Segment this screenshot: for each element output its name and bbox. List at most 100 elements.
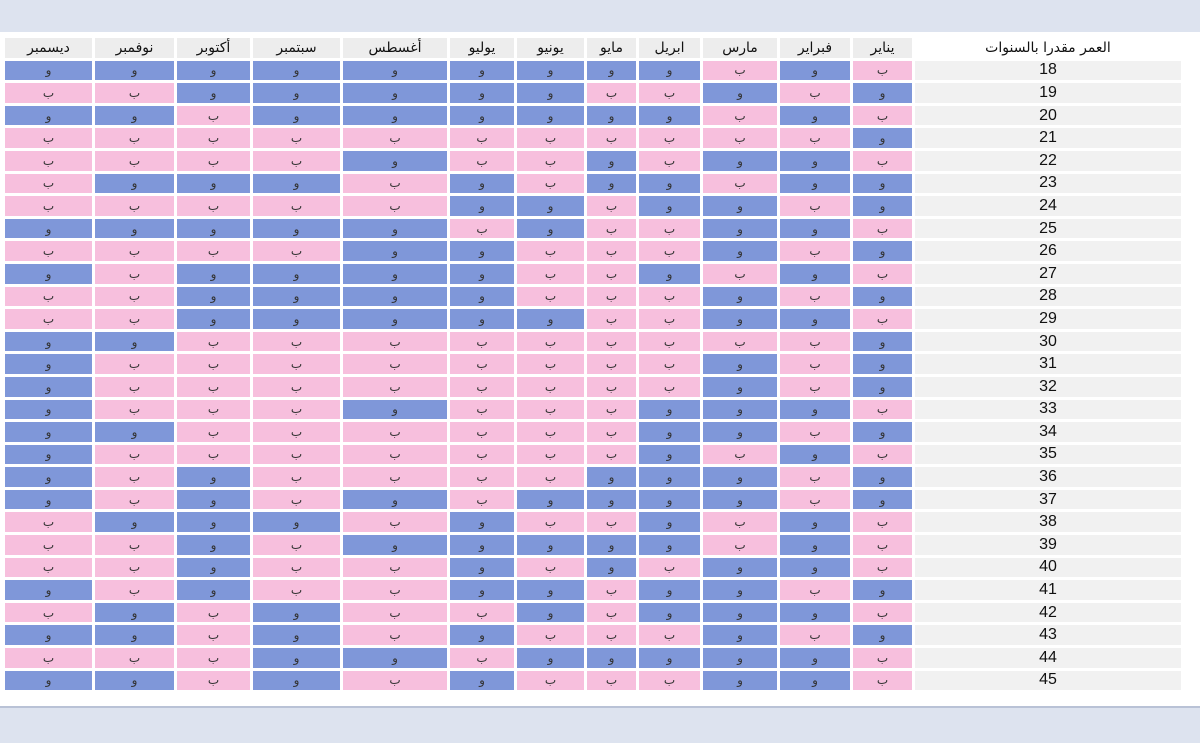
month-cell: و — [853, 331, 912, 352]
month-cell: و — [5, 354, 92, 374]
month-cell: ب — [343, 331, 447, 352]
month-cell: ب — [343, 376, 447, 397]
month-cell: ب — [517, 422, 584, 442]
age-cell: 42 — [915, 602, 1181, 623]
month-cell: ب — [587, 354, 636, 374]
month-cell: و — [517, 580, 584, 600]
month-cell: ب — [853, 309, 912, 329]
age-row: و و و و و و و و و ب و ب 18 — [5, 60, 1181, 81]
month-cell: و — [517, 83, 584, 103]
month-cell: ب — [639, 625, 700, 646]
month-cell: و — [703, 196, 777, 216]
month-cell: ب — [450, 444, 514, 465]
month-cell: و — [780, 670, 850, 691]
month-cell: و — [450, 263, 514, 284]
month-cell: ب — [517, 173, 584, 194]
month-cell: ب — [5, 512, 92, 533]
month-cell: و — [253, 602, 340, 623]
month-cell: و — [780, 512, 850, 533]
month-cell: و — [853, 241, 912, 261]
month-header: سبتمبر — [253, 38, 340, 58]
month-header: يونيو — [517, 38, 584, 58]
month-cell: ب — [95, 286, 174, 307]
chart-body: و و و و و و و و و ب و ب 18 ب ب و و و و و ب ب و ب و 19 و و ب و و و و و و ب و ب… — [5, 60, 1181, 691]
month-cell: و — [703, 489, 777, 510]
month-cell: ب — [853, 670, 912, 691]
month-cell: ب — [450, 399, 514, 420]
month-cell: و — [5, 331, 92, 352]
month-cell: ب — [253, 150, 340, 171]
month-cell: ب — [95, 399, 174, 420]
month-cell: ب — [639, 150, 700, 171]
month-cell: و — [853, 580, 912, 600]
month-cell: و — [780, 60, 850, 81]
month-cell: ب — [253, 399, 340, 420]
month-cell: ب — [853, 512, 912, 533]
month-cell: و — [95, 602, 174, 623]
month-cell: ب — [780, 489, 850, 510]
age-row: ب ب و ب و و و و و ب و ب 39 — [5, 535, 1181, 555]
month-cell: و — [703, 625, 777, 646]
age-row: و و ب و و و و و و ب و ب 20 — [5, 105, 1181, 126]
month-cell: ب — [639, 670, 700, 691]
month-cell: و — [5, 399, 92, 420]
month-cell: ب — [587, 625, 636, 646]
month-cell: و — [780, 105, 850, 126]
month-cell: ب — [95, 263, 174, 284]
month-header: نوفمبر — [95, 38, 174, 58]
month-cell: ب — [639, 286, 700, 307]
month-cell: ب — [703, 128, 777, 148]
month-cell: ب — [95, 557, 174, 578]
month-cell: و — [5, 489, 92, 510]
month-cell: و — [95, 331, 174, 352]
age-row: ب ب ب ب و ب ب و ب و و ب 22 — [5, 150, 1181, 171]
month-cell: و — [95, 422, 174, 442]
month-cell: ب — [780, 354, 850, 374]
month-cell: ب — [95, 580, 174, 600]
month-cell: و — [343, 648, 447, 668]
month-cell: و — [177, 467, 250, 487]
month-cell: ب — [780, 625, 850, 646]
month-cell: ب — [450, 218, 514, 239]
age-cell: 31 — [915, 354, 1181, 374]
month-cell: ب — [853, 535, 912, 555]
age-row: ب و و و ب و ب ب و ب و ب 38 — [5, 512, 1181, 533]
month-cell: ب — [5, 535, 92, 555]
month-cell: ب — [853, 444, 912, 465]
month-cell: ب — [95, 241, 174, 261]
month-cell: و — [639, 196, 700, 216]
month-cell: ب — [95, 444, 174, 465]
age-cell: 23 — [915, 173, 1181, 194]
month-cell: ب — [587, 399, 636, 420]
month-cell: ب — [703, 331, 777, 352]
month-cell: و — [703, 309, 777, 329]
month-cell: و — [639, 467, 700, 487]
month-cell: و — [780, 150, 850, 171]
month-cell: و — [177, 309, 250, 329]
month-cell: ب — [177, 399, 250, 420]
month-cell: و — [5, 580, 92, 600]
month-cell: و — [587, 535, 636, 555]
month-cell: و — [450, 60, 514, 81]
month-cell: ب — [450, 376, 514, 397]
month-cell: ب — [343, 422, 447, 442]
age-row: ب ب و و و و ب ب ب و ب و 28 — [5, 286, 1181, 307]
month-cell: و — [517, 535, 584, 555]
month-cell: و — [703, 602, 777, 623]
month-cell: ب — [517, 286, 584, 307]
month-cell: و — [343, 309, 447, 329]
gender-prediction-chart: ديسمبر نوفمبر أكتوبر سبتمبر أغسطس يوليو … — [0, 32, 1200, 706]
month-cell: ب — [253, 241, 340, 261]
age-cell: 45 — [915, 670, 1181, 691]
month-cell: ب — [780, 241, 850, 261]
month-cell: و — [450, 580, 514, 600]
month-cell: ب — [253, 196, 340, 216]
month-cell: ب — [639, 354, 700, 374]
month-cell: و — [253, 173, 340, 194]
month-cell: ب — [343, 557, 447, 578]
age-column-header: العمر مقدرا بالسنوات — [915, 38, 1181, 58]
month-cell: و — [780, 444, 850, 465]
month-cell: ب — [253, 128, 340, 148]
age-row: و ب و ب ب و و ب و و ب و 41 — [5, 580, 1181, 600]
